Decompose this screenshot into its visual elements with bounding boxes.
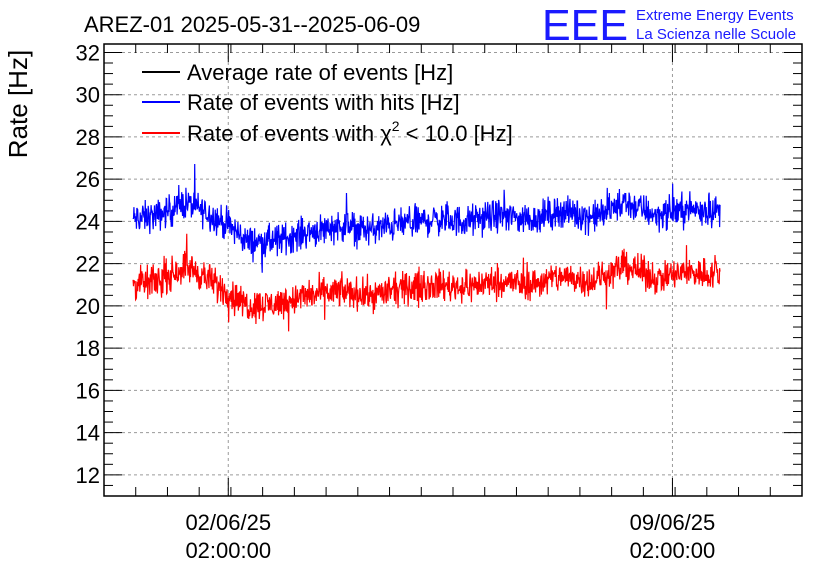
y-tick-label: 20 <box>76 294 100 319</box>
legend-label-chi2: Rate of events with χ2 < 10.0 [Hz] <box>187 118 513 146</box>
y-tick-label: 18 <box>76 336 100 361</box>
x-tick-time: 02:00:00 <box>630 538 716 563</box>
plot-frame <box>103 43 803 497</box>
x-tick-date: 09/06/25 <box>630 510 716 535</box>
logo-mark: EEE <box>542 1 628 50</box>
legend-label-hits: Rate of events with hits [Hz] <box>187 90 460 115</box>
x-tick-date: 02/06/25 <box>185 510 271 535</box>
logo-line-1: Extreme Energy Events <box>636 7 794 24</box>
axes: 12 14 16 18 20 22 24 26 28 30 32 02/06/25 02:00:00 09… <box>76 40 803 563</box>
logo-line-2: La Scienza nelle Scuole <box>636 26 796 43</box>
y-tick-label: 32 <box>76 40 100 65</box>
series-line-2 <box>132 233 721 332</box>
series-layer <box>132 164 721 332</box>
y-tick-label: 12 <box>76 463 100 488</box>
y-tick-label: 30 <box>76 83 100 108</box>
legend-label-average: Average rate of events [Hz] <box>187 60 453 85</box>
legend: Average rate of events [Hz] Rate of even… <box>142 60 513 146</box>
y-tick-label: 24 <box>76 209 100 234</box>
y-tick-label: 26 <box>76 167 100 192</box>
x-tick-time: 02:00:00 <box>185 538 271 563</box>
eee-logo: EEE Extreme Energy Events La Scienza nel… <box>542 1 796 50</box>
y-axis-label: Rate [Hz] <box>3 50 33 158</box>
y-tick-label: 28 <box>76 125 100 150</box>
chart-title: AREZ-01 2025-05-31--2025-06-09 <box>84 12 420 37</box>
series-line-1 <box>132 164 721 273</box>
y-tick-label: 14 <box>76 421 100 446</box>
y-tick-label: 16 <box>76 378 100 403</box>
y-tick-label: 22 <box>76 252 100 277</box>
